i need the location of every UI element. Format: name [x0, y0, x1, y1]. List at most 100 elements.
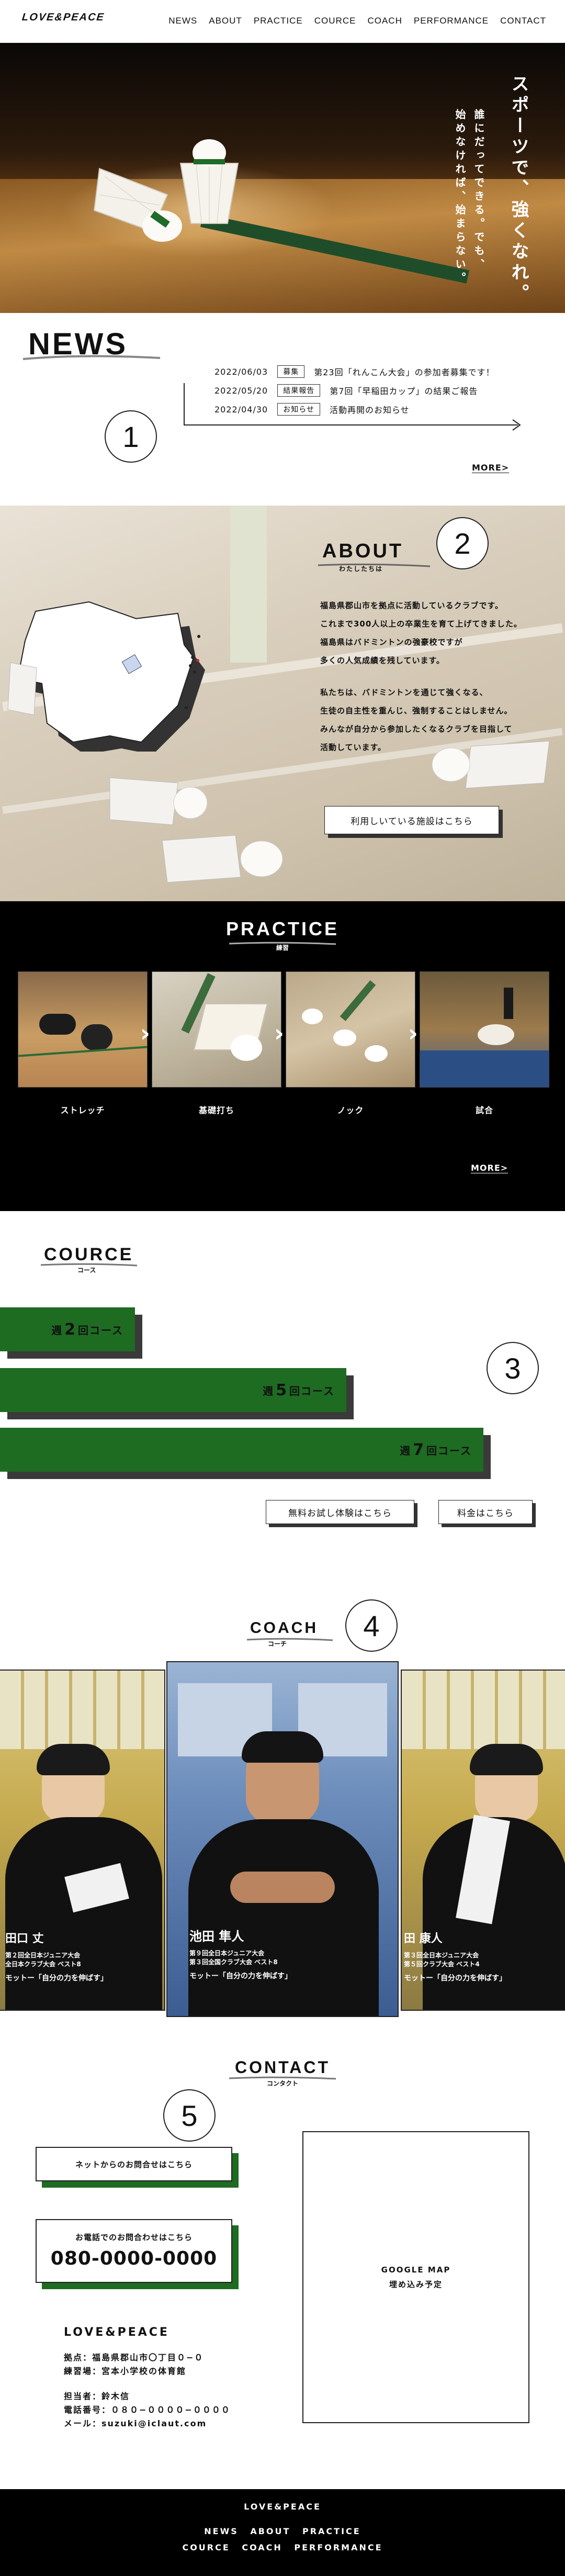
court-pole — [230, 506, 267, 663]
price-button[interactable]: 料金はこちら — [438, 1500, 533, 1524]
trial-button[interactable]: 無料お試し体験はこちら — [266, 1500, 414, 1524]
news-item[interactable]: 2022/06/03 募集 第23回「れんこん大会」の参加者募集です！ — [214, 365, 495, 378]
about-text-line: これまで300人以上の卒業生を育て上げてきました。 — [320, 619, 522, 629]
main-nav: NEWS ABOUT PRACTICE COURCE COACH PERFORM… — [168, 16, 546, 26]
club-manager: 担当者：鈴木信 — [64, 2391, 130, 2401]
practice-more-link[interactable]: MORE> — [471, 1163, 508, 1173]
club-tel: 電話番号：０８０−００００−００００ — [64, 2405, 231, 2415]
brush-underline — [246, 1638, 333, 1641]
nav-performance[interactable]: PERFORMANCE — [413, 16, 489, 26]
section-number-5: 5 — [163, 2089, 216, 2142]
cource-section: COURCE コース 週 2 回コース 週 5 回コース 週 7 回コース 3 無料お試し体… — [0, 1211, 565, 1588]
practice-title: PRACTICE — [225, 918, 339, 939]
shuttlecock-icon — [7, 662, 37, 715]
brush-underline — [229, 942, 336, 945]
coach-card[interactable]: 池田 隼人 第９回全日本ジュニア大会 第３回全国クラブ大会 ベスト8 モットー「… — [166, 1661, 399, 2017]
hero-section: スポーツで、強くなれ。 誰にだってできる。でも、 始めなければ、始まらない。 — [0, 43, 565, 313]
course-bar-5[interactable]: 週 5 回コース — [0, 1368, 346, 1412]
footer-logo[interactable]: LOVE&PEACE — [244, 2502, 321, 2512]
news-item[interactable]: 2022/04/30 お知らせ 活動再開のお知らせ — [214, 403, 410, 416]
phone-inquiry-box[interactable]: お電話でのお問合わせはこちら 080-0000-0000 — [36, 2219, 232, 2283]
chevron-right-icon: › — [140, 1019, 150, 1047]
news-item[interactable]: 2022/05/20 結果報告 第7回「早稲田カップ」の結果ご報告 — [214, 384, 478, 397]
coach-name: 池田 隼人 — [189, 1929, 244, 1944]
coach-career-line: 第３回全国クラブ大会 ベスト8 — [189, 1958, 278, 1966]
chevron-right-icon: › — [408, 1019, 418, 1047]
club-mail[interactable]: メール：suzuki@iclaut.com — [64, 2418, 207, 2428]
about-text-line: 福島県郡山市を拠点に活動しているクラブです。 — [320, 601, 504, 610]
practice-photo-stretch[interactable] — [18, 971, 148, 1088]
section-number-2: 2 — [436, 517, 489, 569]
course-bar-prefix: 週 — [400, 1444, 412, 1457]
course-bar-suffix: 回コース — [78, 1324, 123, 1337]
nav-contact[interactable]: CONTACT — [500, 16, 546, 26]
google-map-placeholder[interactable]: GOOGLE MAP 埋め込み予定 — [302, 2131, 529, 2423]
practice-label: ノック — [337, 1105, 364, 1115]
practice-photo-match[interactable] — [420, 971, 549, 1088]
footer-nav-row-1[interactable]: NEWS ABOUT PRACTICE — [204, 2526, 361, 2536]
coach-career-line: 第３回全日本ジュニア大会 — [404, 1952, 479, 1959]
coach-subtitle: コーチ — [268, 1640, 287, 1648]
news-more-link[interactable]: MORE> — [472, 463, 510, 473]
map-label: GOOGLE MAP — [381, 2265, 451, 2275]
contact-title: CONTACT — [234, 2058, 331, 2077]
course-bar-prefix: 週 — [51, 1324, 63, 1337]
shuttlecock-icon — [93, 167, 182, 242]
club-base: 拠点：福島県郡山市〇丁目０−０ — [64, 2353, 204, 2362]
course-bar-suffix: 回コース — [289, 1384, 335, 1397]
site-logo[interactable]: LOVE&PEACE — [21, 12, 106, 23]
news-text: 第23回「れんこん大会」の参加者募集です！ — [314, 367, 495, 377]
about-body: 福島県郡山市を拠点に活動しているクラブです。 これまで300人以上の卒業生を育て… — [320, 597, 550, 757]
nav-news[interactable]: NEWS — [168, 16, 198, 26]
course-bar-number: 7 — [413, 1440, 425, 1459]
shuttlecock-icon — [109, 777, 208, 825]
shuttlecock-icon — [162, 835, 283, 883]
nav-practice[interactable]: PRACTICE — [253, 16, 303, 26]
course-bar-number: 5 — [276, 1381, 288, 1399]
course-bar-2[interactable]: 週 2 回コース — [0, 1307, 135, 1351]
coach-career: 第３回全日本ジュニア大会 第５回クラブ大会 ベスト4 — [404, 1951, 480, 1969]
site-header: LOVE&PEACE NEWS ABOUT PRACTICE COURCE CO… — [0, 0, 565, 43]
footer-nav-row-2[interactable]: COURCE COACH PERFORMANCE — [182, 2543, 383, 2552]
net-inquiry-button[interactable]: ネットからのお問合せはこちら — [36, 2147, 232, 2181]
section-number-4: 4 — [345, 1599, 398, 1652]
coach-motto: モットー「自分の力を伸ばす」 — [5, 1974, 108, 1983]
coach-card[interactable]: 田 康人 第３回全日本ジュニア大会 第５回クラブ大会 ベスト4 モットー「自分の… — [401, 1670, 565, 2011]
phone-number: 080-0000-0000 — [50, 2248, 218, 2269]
brush-underline — [22, 355, 161, 360]
course-bar-prefix: 週 — [263, 1384, 275, 1397]
news-text: 活動再開のお知らせ — [329, 405, 410, 415]
practice-photo-knock[interactable] — [286, 971, 415, 1088]
nav-coach[interactable]: COACH — [367, 16, 402, 26]
hero-copy-1: 誰にだってできる。でも、 — [472, 109, 485, 272]
about-text-line: 福島県はバドミントンの強豪校ですが — [320, 637, 463, 647]
chevron-right-icon: › — [274, 1019, 284, 1047]
shuttlecock-icon — [432, 741, 550, 789]
facility-button[interactable]: 利用しいている施設はこちら — [324, 806, 499, 834]
site-footer: LOVE&PEACE NEWS ABOUT PRACTICE COURCE CO… — [0, 2489, 565, 2576]
brush-underline — [318, 563, 431, 567]
news-badge: お知らせ — [277, 403, 320, 416]
about-section: ABOUT わたしたちは 2 福島県郡山市を拠点に活動しているクラブです。 これ… — [0, 506, 565, 901]
coach-motto: モットー「自分の力を伸ばす」 — [404, 1974, 506, 1983]
about-text-line: 活動しています。 — [320, 743, 387, 752]
nav-about[interactable]: ABOUT — [209, 16, 242, 26]
club-name: LOVE&PEACE — [64, 2326, 170, 2339]
about-text-line: 生徒の自主性を重んじ、強制することはしません。 — [320, 706, 513, 715]
about-title: ABOUT — [322, 540, 404, 562]
nav-cource[interactable]: COURCE — [314, 16, 356, 26]
contact-subtitle: コンタクト — [266, 2080, 298, 2087]
phone-label: お電話でのお問合わせはこちら — [75, 2233, 193, 2242]
practice-photo-basic[interactable] — [152, 971, 281, 1088]
news-badge: 募集 — [277, 365, 305, 378]
section-number-3: 3 — [487, 1342, 539, 1394]
club-info: LOVE&PEACE 拠点：福島県郡山市〇丁目０−０ 練習場：宮本小学校の体育館… — [64, 2326, 294, 2431]
course-bar-7[interactable]: 週 7 回コース — [0, 1428, 483, 1472]
coach-title: COACH — [250, 1619, 318, 1637]
course-bar-number: 2 — [64, 1320, 76, 1339]
coach-career-line: 第９回全日本ジュニア大会 — [189, 1950, 265, 1957]
section-number-1: 1 — [105, 410, 157, 463]
coach-motto: モットー「自分の力を伸ばす」 — [189, 1972, 292, 1980]
about-text-line: 私たちは、バドミントンを通じて強くなる、 — [320, 688, 488, 697]
coach-card[interactable]: 田口 丈 第２回全日本ジュニア大会 全日本クラブ大会 ベスト8 モットー「自分の… — [0, 1670, 165, 2011]
